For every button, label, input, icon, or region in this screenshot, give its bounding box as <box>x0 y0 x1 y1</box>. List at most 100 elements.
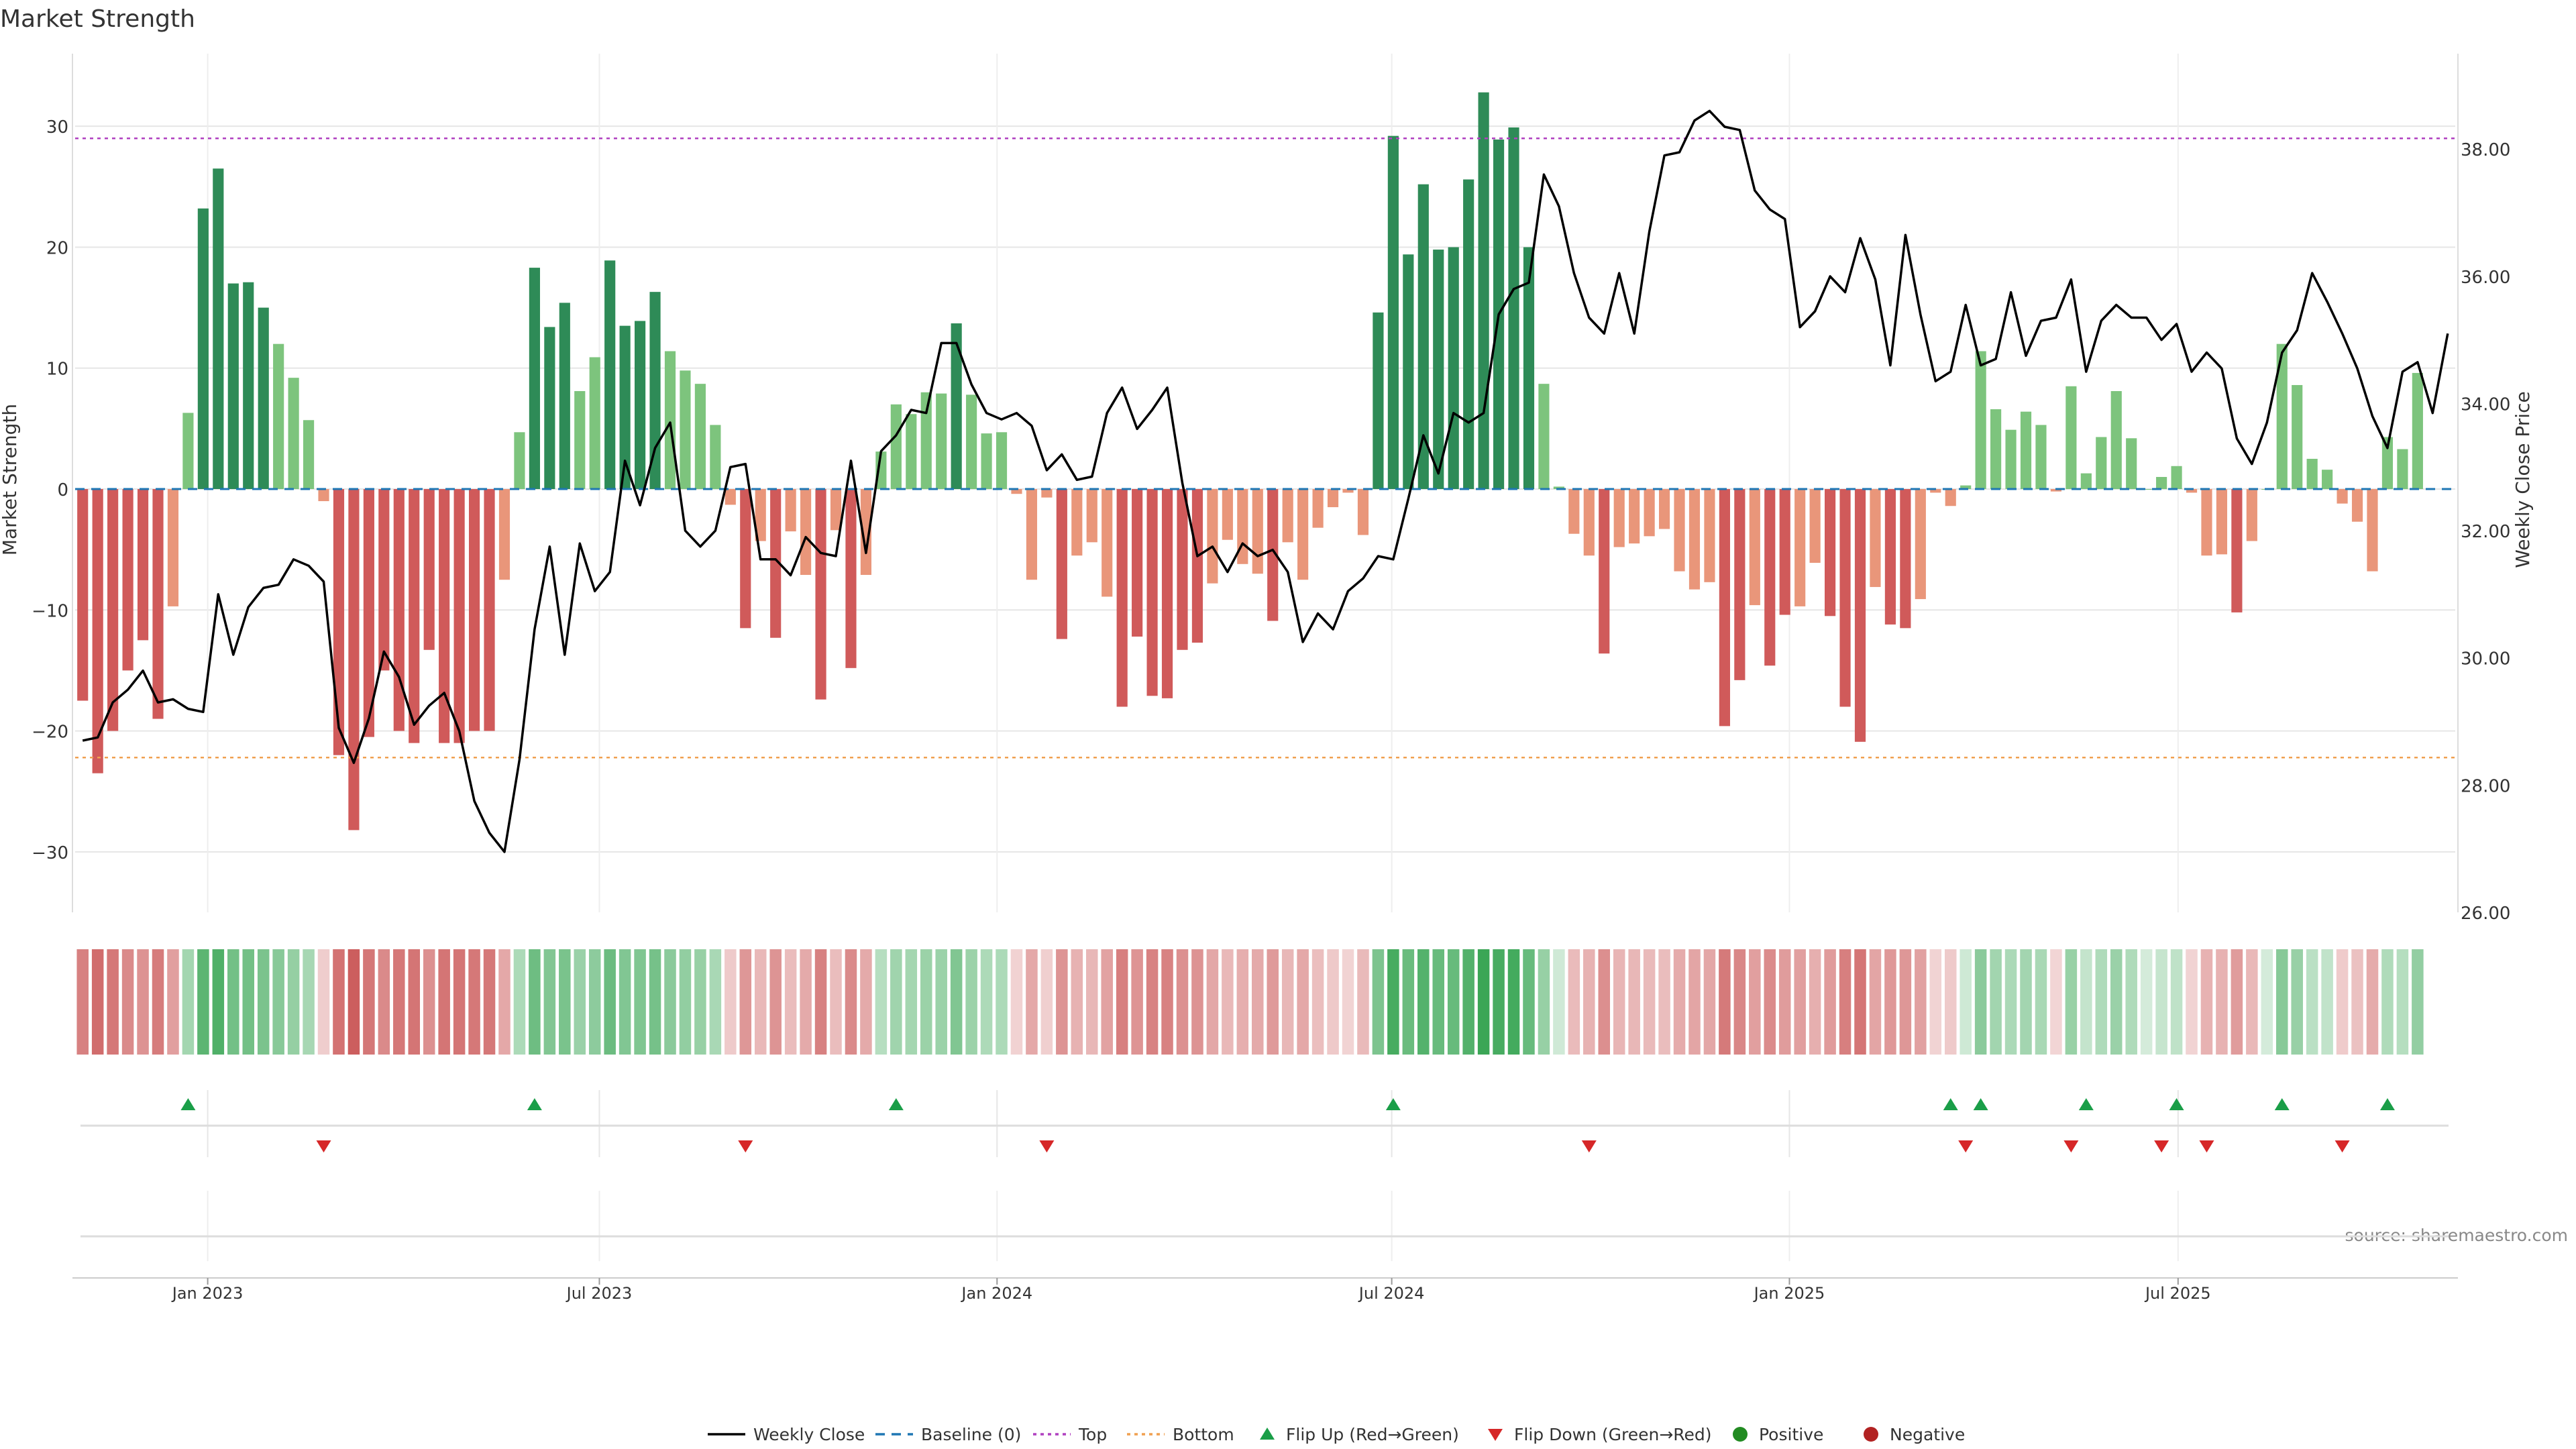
x-tick-label: Jan 2025 <box>1753 1284 1825 1303</box>
heat-strip-cell <box>588 949 601 1055</box>
heat-strip-cell <box>2020 949 2032 1055</box>
y-tick-label-right: 30.00 <box>2461 649 2510 669</box>
strength-bar <box>2020 411 2032 490</box>
strength-bar <box>2397 449 2408 490</box>
strength-bar <box>2096 437 2107 490</box>
heat-strip-cell <box>1854 949 1866 1055</box>
legend-flip-up-label: Flip Up (Red→Green) <box>1286 1425 1459 1444</box>
heat-strip-cell <box>1477 949 1490 1055</box>
strength-bar <box>1975 351 1986 490</box>
heat-strip-cell <box>2110 949 2123 1055</box>
strength-bar <box>1297 489 1309 580</box>
heat-strip-cell <box>2140 949 2153 1055</box>
heat-strip-cell <box>483 949 496 1055</box>
heat-strip-cell <box>1778 949 1791 1055</box>
heat-strip-cell <box>1191 949 1203 1055</box>
heat-strip-cell <box>830 949 842 1055</box>
strength-bar <box>1011 489 1022 494</box>
y-tick-label-left: −20 <box>32 722 68 743</box>
heat-strip-cell <box>363 949 375 1055</box>
strength-bar <box>649 292 661 490</box>
strength-bar <box>1387 136 1399 490</box>
heat-strip-cell <box>724 949 737 1055</box>
strength-bar <box>2186 489 2198 493</box>
strength-bar <box>1282 489 1293 543</box>
heat-strip-cell <box>453 949 466 1055</box>
heat-strip-cell <box>468 949 480 1055</box>
strength-bar <box>2276 343 2288 490</box>
strength-bar <box>1945 489 1956 506</box>
x-ticks: Jan 2023 Jul 2023 Jan 2024 Jul 2024 Jan 2025… <box>171 1278 2211 1303</box>
heat-strip-cell <box>1402 949 1415 1055</box>
heat-strip-cell <box>1809 949 1821 1055</box>
flip-up-marker <box>527 1098 542 1110</box>
y-tick-label-left: 20 <box>46 238 68 258</box>
strength-bar <box>423 489 435 650</box>
strength-bar <box>1960 485 1972 490</box>
heat-strip-cell <box>769 949 782 1055</box>
heat-strip-cell <box>1357 949 1369 1055</box>
strength-bar <box>2322 470 2333 490</box>
heat-strip-cell <box>1342 949 1354 1055</box>
legend: Weekly Close Baseline (0) Top Bottom Flip Up… <box>708 1425 1965 1444</box>
strength-bar <box>318 489 329 502</box>
legend-positive-swatch <box>1733 1427 1748 1442</box>
strength-bar <box>1041 489 1053 498</box>
strength-bar <box>122 489 133 671</box>
strength-bar <box>1102 489 1113 597</box>
strength-bar <box>1523 247 1535 490</box>
heat-strip-cell <box>634 949 646 1055</box>
strength-bar <box>288 378 299 490</box>
heat-strip-cell <box>875 949 888 1055</box>
strength-bar <box>936 393 947 490</box>
heat-strip-cell <box>980 949 993 1055</box>
strength-bar <box>680 370 691 490</box>
strength-bar <box>1373 312 1384 490</box>
strength-bar <box>815 489 826 700</box>
heat-strip-cell <box>1960 949 1972 1055</box>
strength-bar <box>1613 489 1625 547</box>
strength-bar <box>966 394 977 490</box>
strength-bar <box>1433 250 1444 490</box>
strength-bar <box>2050 489 2062 492</box>
heat-strip-cell <box>1493 949 1505 1055</box>
heat-strip-cell <box>814 949 827 1055</box>
strength-bar <box>1688 489 1701 590</box>
strength-bar <box>2171 466 2182 490</box>
heat-strip-cell <box>2306 949 2318 1055</box>
heat-strip-cell <box>1252 949 1264 1055</box>
heat-strip-cell <box>76 949 89 1055</box>
y-tick-label-right: 34.00 <box>2461 394 2510 415</box>
strength-bar <box>1658 489 1670 529</box>
strength-bar <box>2156 476 2167 490</box>
strength-bar <box>1644 489 1655 537</box>
strength-bar <box>1839 489 1851 707</box>
heat-strip-cell <box>1101 949 1113 1055</box>
y-tick-label-right: 36.00 <box>2461 268 2510 288</box>
strength-bar <box>1915 489 1926 600</box>
heat-strip-cell <box>529 949 541 1055</box>
x-tick-label: Jan 2023 <box>171 1284 244 1303</box>
strength-bar <box>830 489 842 531</box>
strength-bar <box>2337 489 2348 504</box>
heat-strip-cell <box>754 949 767 1055</box>
heat-strip-cell <box>2186 949 2198 1055</box>
strength-bar <box>2231 489 2243 612</box>
y-axis-label-left: Market Strength <box>0 404 21 555</box>
strength-bar <box>1116 489 1128 707</box>
flip-down-marker <box>316 1140 331 1152</box>
strength-bar <box>1900 489 1911 629</box>
heat-strip-cell <box>1222 949 1234 1055</box>
legend-negative-label: Negative <box>1890 1425 1965 1444</box>
flip-down-marker <box>1039 1140 1055 1152</box>
heat-strip-cell <box>1327 949 1339 1055</box>
strength-bar <box>2367 489 2378 572</box>
strength-bar <box>710 425 721 490</box>
flip-down-marker <box>1958 1140 1974 1152</box>
heat-strip-cell <box>1703 949 1716 1055</box>
heat-strip-cell <box>574 949 586 1055</box>
strength-bar <box>2035 425 2047 490</box>
strength-bar <box>1417 184 1429 490</box>
heat-strip-cell <box>1161 949 1173 1055</box>
heat-strip-cell <box>1974 949 1987 1055</box>
